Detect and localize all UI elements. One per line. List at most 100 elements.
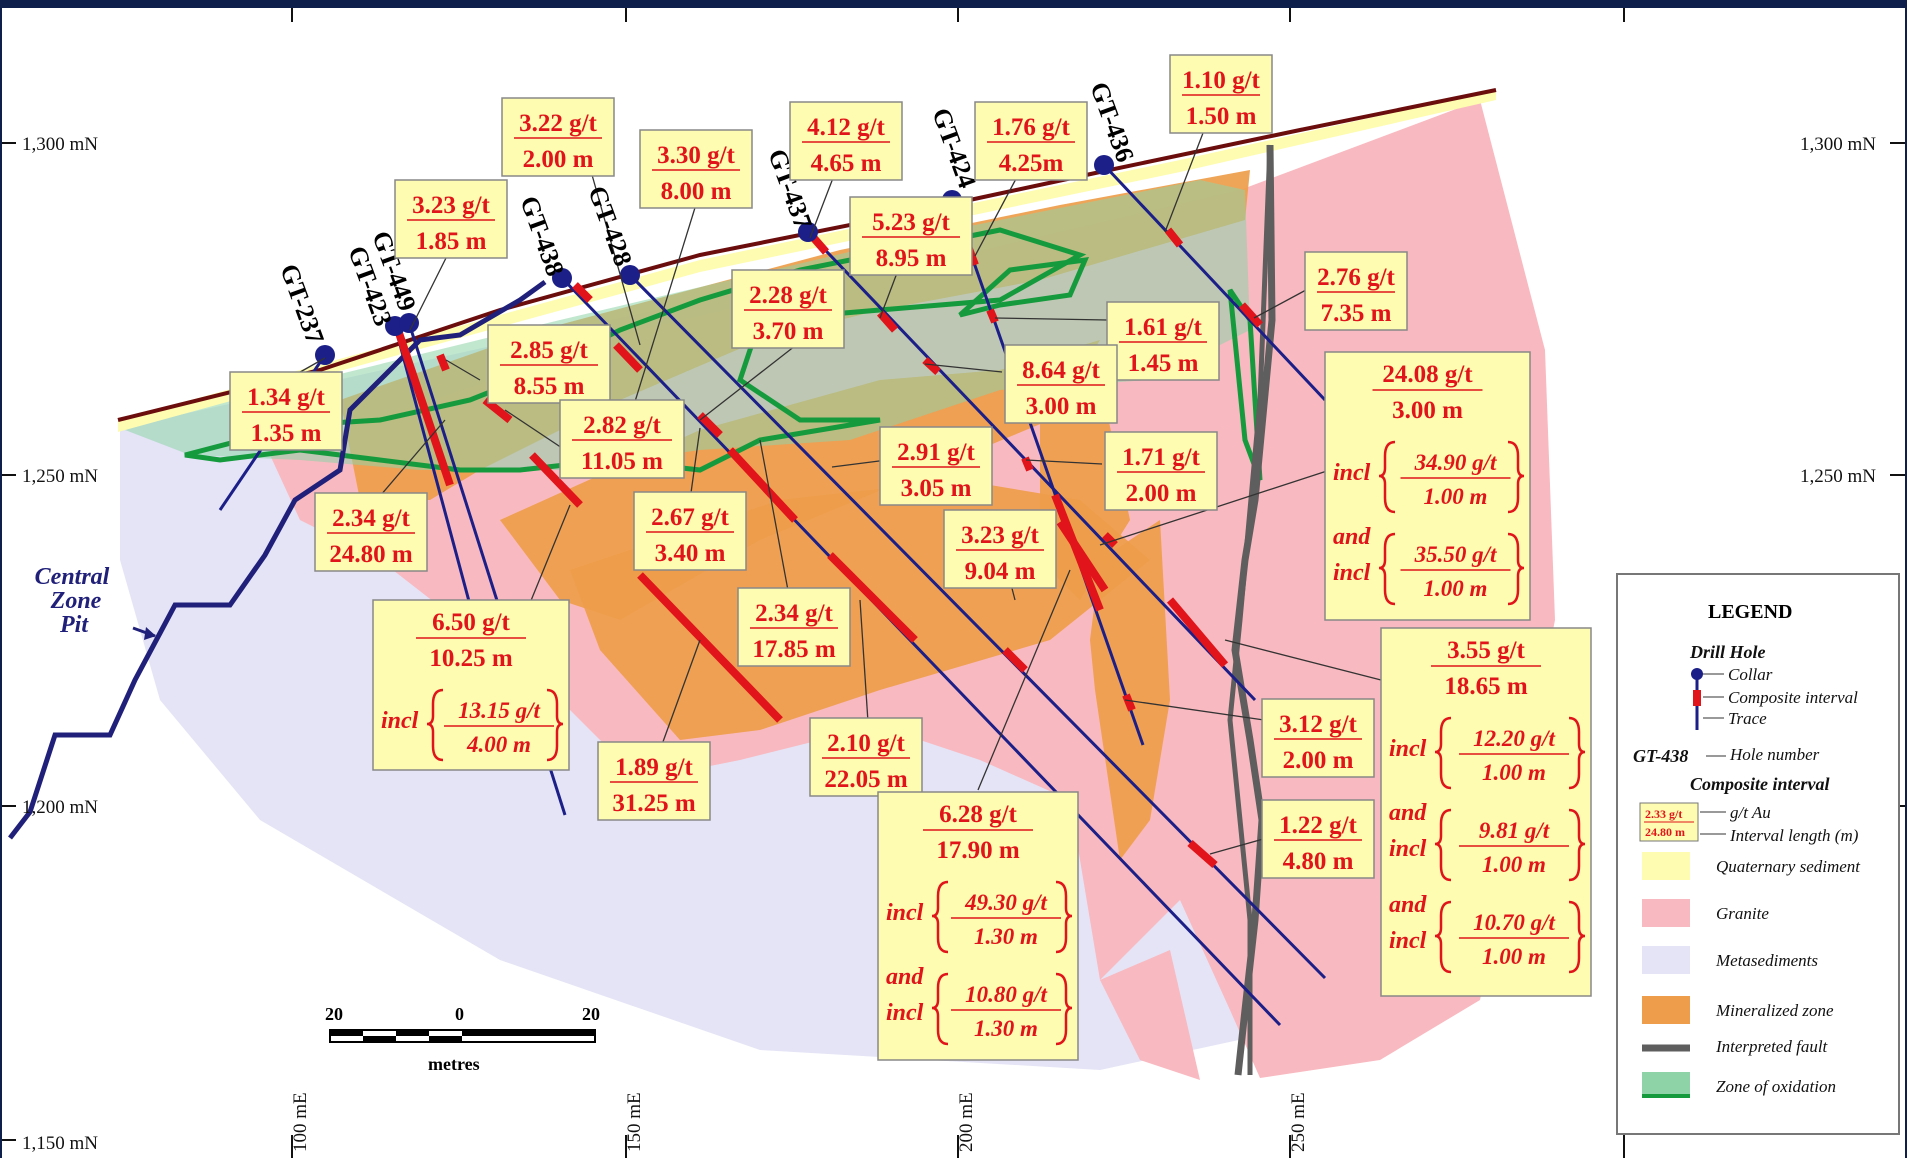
interval-label: 2.91 g/t 3.05 m xyxy=(879,426,993,506)
interval-label: 4.12 g/t 4.65 m xyxy=(789,101,903,181)
interval-box xyxy=(809,717,923,797)
sub-length: 1.00 m xyxy=(1482,852,1546,877)
interval-label: 1.61 g/t 1.45 m xyxy=(1106,301,1220,381)
interval-box xyxy=(501,97,615,177)
interval-box xyxy=(731,269,845,349)
interval-length: 3.40 m xyxy=(655,540,726,567)
interval-grade: 3.22 g/t xyxy=(519,110,597,137)
interval-box xyxy=(737,587,851,667)
brace-left xyxy=(1434,900,1452,974)
interval-label: 3.30 g/t 8.00 m xyxy=(639,129,753,209)
pit-outline xyxy=(8,279,547,840)
interval-length: 3.05 m xyxy=(901,475,972,502)
interval-grade: 1.10 g/t xyxy=(1182,67,1260,94)
interval-box xyxy=(487,324,611,404)
interval-label: 2.82 g/t 11.05 m xyxy=(559,399,685,479)
legend-box: LEGEND Drill Hole Collar Composite inter… xyxy=(1616,573,1900,1135)
interval-box xyxy=(1261,799,1375,879)
interval-length: 1.45 m xyxy=(1128,350,1199,377)
complex-length: 17.90 m xyxy=(936,837,1020,864)
interval-label: 3.22 g/t 2.00 m xyxy=(501,97,615,177)
interval-grade: 1.34 g/t xyxy=(247,384,325,411)
legend-unit: Metasediments xyxy=(1642,946,1818,974)
complex-length: 18.65 m xyxy=(1444,673,1528,700)
legend-drill-hole: Drill Hole xyxy=(1689,642,1766,662)
interval-box xyxy=(229,371,343,451)
interval-labels: 1.10 g/t 1.50 m 3.22 g/t 2.00 m 4.12 g/t 4.65… xyxy=(229,54,1408,879)
legend-unit: Granite xyxy=(1642,899,1769,927)
interval-label: 3.12 g/t 2.00 m xyxy=(1261,698,1375,778)
interval-label: 3.23 g/t 1.85 m xyxy=(394,179,508,259)
collar-markers xyxy=(315,155,1114,365)
scale-left-label: 20 xyxy=(325,1004,343,1024)
interval-label: 2.34 g/t 17.85 m xyxy=(737,587,851,667)
legend-example-grade: 2.33 g/t xyxy=(1645,807,1682,821)
complex-interval-box xyxy=(1380,627,1592,997)
interval-grade: 2.91 g/t xyxy=(897,439,975,466)
scale-bar: 20 0 20 metres xyxy=(325,1004,600,1074)
legend-unit: Mineralized zone xyxy=(1642,996,1834,1024)
sub-length: 4.00 m xyxy=(466,732,531,757)
legend-unit-label: Metasediments xyxy=(1715,951,1818,970)
interval-box xyxy=(1104,431,1218,511)
legend-example-length: 24.80 m xyxy=(1645,825,1685,839)
legend-trace: Trace xyxy=(1728,709,1767,728)
complex-grade: 6.28 g/t xyxy=(939,801,1017,828)
incl-word: incl xyxy=(381,708,419,734)
legend-unit-label: Quaternary sediment xyxy=(1716,857,1861,876)
interval-grade: 4.12 g/t xyxy=(807,114,885,141)
legend-unit: Zone of oxidation xyxy=(1642,1072,1836,1098)
interval-grade: 3.12 g/t xyxy=(1279,711,1357,738)
interval-label: 1.76 g/t 4.25m xyxy=(974,101,1088,181)
interval-label: 2.67 g/t 3.40 m xyxy=(633,491,747,571)
and-word: and xyxy=(886,964,924,990)
interval-length: 2.00 m xyxy=(523,146,594,173)
interval-length: 2.00 m xyxy=(1126,480,1197,507)
interval-box xyxy=(559,399,685,479)
legend-composite: Composite interval xyxy=(1728,688,1858,707)
interval-length: 2.00 m xyxy=(1283,747,1354,774)
interval-label: 1.22 g/t 4.80 m xyxy=(1261,799,1375,879)
legend-unit: Quaternary sediment xyxy=(1642,852,1861,880)
quaternary-sediment xyxy=(118,90,1496,432)
interval-label: 2.28 g/t 3.70 m xyxy=(731,269,845,349)
sub-length: 1.30 m xyxy=(974,1016,1038,1041)
legend-swatch xyxy=(1642,852,1690,880)
interval-box xyxy=(974,101,1088,181)
interval-box xyxy=(639,129,753,209)
brace-left xyxy=(1378,532,1396,606)
interval-box xyxy=(879,426,993,506)
sub-grade: 10.70 g/t xyxy=(1473,910,1555,935)
brace-left xyxy=(1378,440,1396,514)
legend-composite-heading: Composite interval xyxy=(1690,774,1830,794)
pit-label-line-3: Pit xyxy=(59,612,89,638)
interval-length: 8.00 m xyxy=(661,178,732,205)
interval-grade: 2.67 g/t xyxy=(651,504,729,531)
sub-length: 1.00 m xyxy=(1424,484,1488,509)
axis-ticks xyxy=(2,8,1905,1158)
legend-unit-label: Granite xyxy=(1716,904,1769,923)
interval-grade: 5.23 g/t xyxy=(872,209,950,236)
complex-grade: 3.55 g/t xyxy=(1447,637,1525,664)
complex-grade: 24.08 g/t xyxy=(1382,361,1473,388)
interval-length: 1.50 m xyxy=(1186,103,1257,130)
easting-label-150: 150 mE xyxy=(624,1092,645,1152)
composite-intervals xyxy=(394,227,1263,869)
legend-swatch xyxy=(1642,996,1690,1024)
interval-label: 1.10 g/t 1.50 m xyxy=(1169,54,1273,134)
northing-label-1150: 1,150 mN xyxy=(22,1133,98,1154)
interval-label: 1.34 g/t 1.35 m xyxy=(229,371,343,451)
interval-grade: 1.76 g/t xyxy=(992,114,1070,141)
pit-label-line-1: Central xyxy=(35,564,110,590)
brace-right xyxy=(1055,880,1073,954)
complex-interval-label: 3.55 g/t 18.65 m incl 12.20 g/t 1.00 m and inc… xyxy=(1380,627,1592,997)
interval-length: 3.70 m xyxy=(753,318,824,345)
interval-grade: 2.34 g/t xyxy=(332,505,410,532)
incl-word: incl xyxy=(1333,560,1371,586)
interval-box xyxy=(1106,301,1220,381)
complex-interval-box xyxy=(1324,351,1531,621)
interval-grade: 2.10 g/t xyxy=(827,730,905,757)
interval-box xyxy=(849,196,973,276)
